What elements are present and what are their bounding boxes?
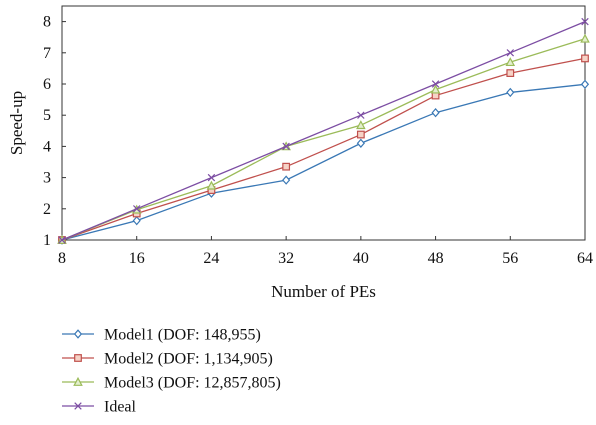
y-tick-label: 3	[43, 170, 51, 187]
data-point	[356, 138, 365, 148]
series-model2-dof-1-134-905	[58, 54, 589, 244]
legend-item: Ideal	[62, 399, 137, 416]
y-axis-title: Speed-up	[7, 91, 26, 155]
data-point	[282, 162, 291, 171]
series-line	[61, 21, 586, 241]
data-point	[282, 142, 290, 151]
x-tick-label: 64	[577, 250, 593, 267]
series-layer	[57, 17, 590, 245]
legend-label: Model3 (DOF: 12,857,805)	[104, 375, 281, 392]
x-axis-ticks: 8 16 24 32 40 48 56 64	[58, 236, 593, 267]
data-point	[431, 107, 440, 118]
series-ideal	[58, 17, 589, 244]
legend-label: Model1 (DOF: 148,955)	[104, 327, 261, 344]
data-point	[356, 120, 366, 130]
legend-item: Model2 (DOF: 1,134,905)	[62, 351, 273, 368]
data-point	[132, 205, 141, 213]
legend-item: Model1 (DOF: 148,955)	[62, 327, 261, 344]
x-tick-label: 24	[203, 250, 219, 267]
data-point	[282, 175, 291, 185]
x-tick-label: 32	[278, 250, 294, 267]
x-tick-label: 40	[353, 250, 369, 267]
y-tick-label: 1	[43, 232, 51, 249]
data-point	[581, 17, 589, 26]
data-point	[207, 173, 216, 182]
x-tick-label: 8	[58, 250, 66, 267]
data-point	[506, 49, 515, 57]
data-point	[132, 215, 141, 226]
legend-marker	[73, 376, 83, 386]
legend-marker	[74, 402, 82, 410]
data-point	[580, 33, 590, 43]
legend: Model1 (DOF: 148,955) Model2 (DOF: 1,134,…	[62, 327, 281, 416]
y-tick-label: 8	[43, 14, 51, 31]
data-point	[506, 69, 515, 77]
series-line	[61, 38, 586, 241]
data-point	[357, 111, 365, 119]
series-model3-dof-12-857-805	[57, 33, 590, 244]
series-line	[61, 57, 586, 241]
data-point	[506, 87, 515, 98]
x-tick-label: 48	[428, 250, 444, 267]
y-tick-label: 6	[43, 76, 51, 93]
y-axis-ticks: 1 2 3 4 5 6 7 8	[43, 14, 66, 249]
x-axis-title: Number of PEs	[271, 282, 376, 301]
series-model1-dof-148-955	[57, 79, 590, 245]
x-tick-label: 16	[129, 250, 145, 267]
plot-area-frame	[61, 5, 586, 241]
data-point	[431, 80, 440, 88]
x-tick-label: 56	[502, 250, 518, 267]
legend-label: Model2 (DOF: 1,134,905)	[104, 351, 273, 368]
y-tick-label: 7	[43, 45, 51, 62]
data-point	[581, 54, 589, 63]
data-point	[206, 180, 217, 190]
legend-label: Ideal	[104, 399, 137, 416]
legend-item: Model3 (DOF: 12,857,805)	[62, 375, 281, 392]
series-line	[61, 83, 586, 241]
y-tick-label: 5	[43, 107, 51, 124]
y-tick-label: 2	[43, 201, 51, 218]
legend-marker	[74, 354, 82, 362]
legend-marker	[73, 329, 83, 339]
data-point	[58, 236, 66, 244]
y-tick-label: 4	[43, 138, 51, 155]
data-point	[505, 57, 516, 67]
data-point	[356, 130, 365, 139]
data-point	[580, 79, 590, 90]
data-point	[430, 84, 441, 94]
